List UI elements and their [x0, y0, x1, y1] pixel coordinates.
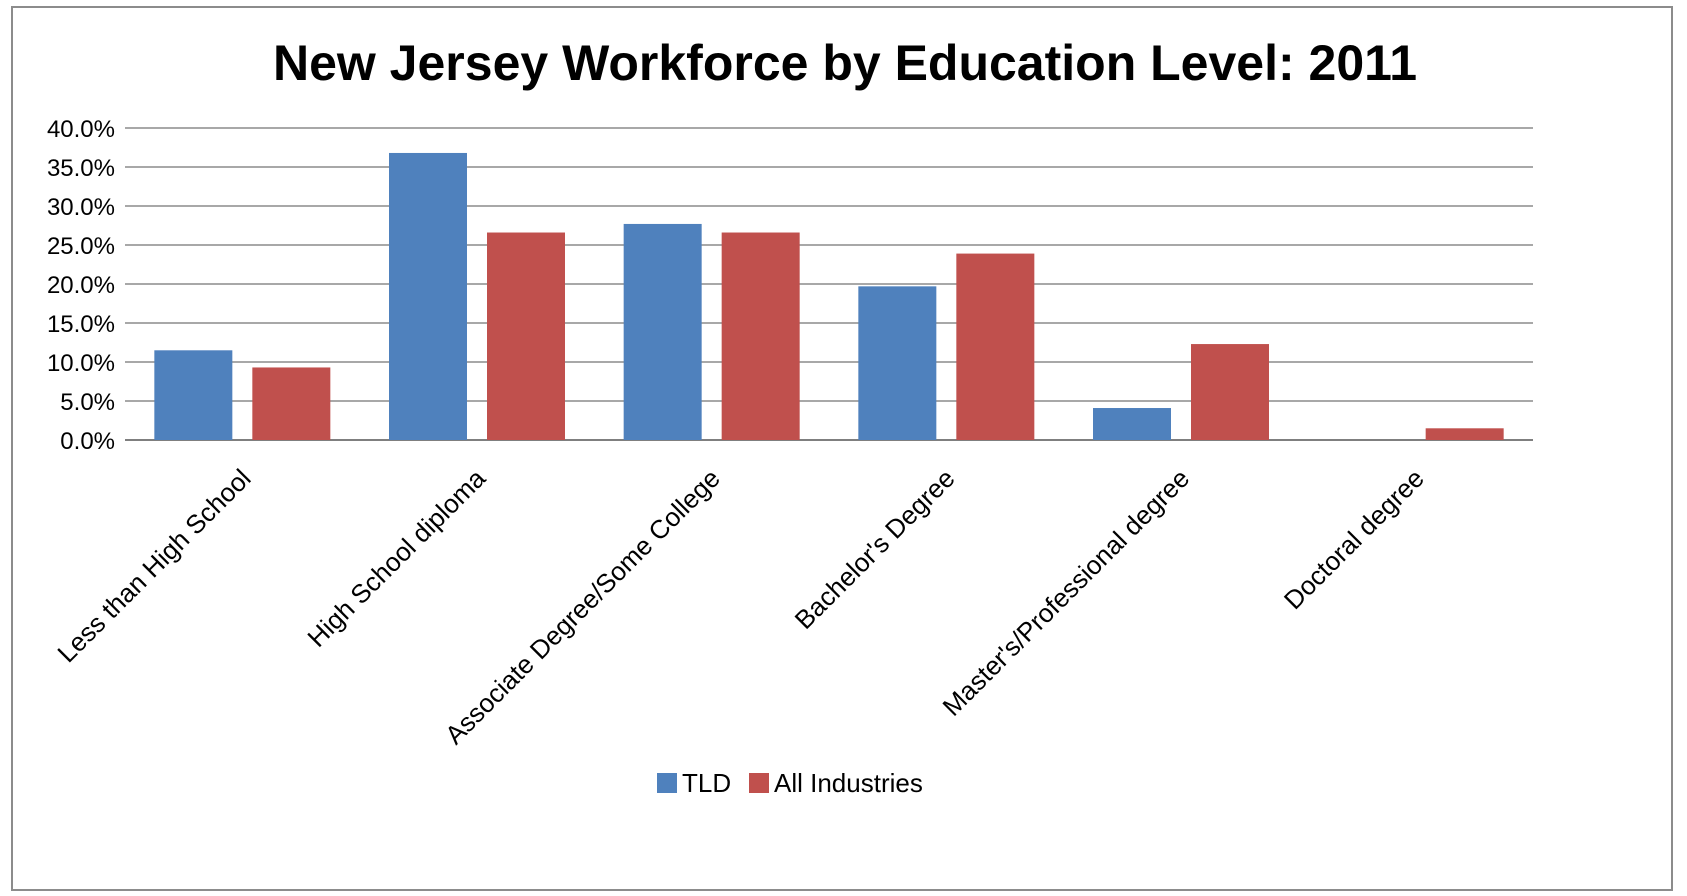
y-axis-tick-labels: 0.0% 5.0% 10.0% 15.0% 20.0% 25.0% 30.0% 35.0% 40…	[47, 116, 115, 455]
bar-tld-4	[1093, 408, 1171, 440]
y-tick-label: 35.0%	[47, 155, 115, 182]
bar-tld-0	[154, 350, 233, 440]
chart-frame: New Jersey Workforce by Education Level:…	[11, 6, 1673, 891]
bar-tld-1	[389, 152, 467, 440]
bar-tld-3	[858, 286, 937, 440]
bar-all-industries-2	[721, 232, 800, 440]
bar-all-industries-1	[487, 232, 565, 440]
y-tick-label: 40.0%	[47, 116, 115, 143]
gridlines	[125, 127, 1533, 441]
chart-svg: New Jersey Workforce by Education Level:…	[47, 35, 1533, 798]
y-tick-label: 5.0%	[60, 389, 115, 416]
y-tick-label: 10.0%	[47, 350, 115, 377]
x-category-label: Doctoral degree	[1278, 463, 1430, 615]
x-category-label: High School diploma	[301, 463, 491, 653]
x-axis-category-labels: Less than High School High School diploma…	[51, 463, 1430, 750]
y-tick-label: 0.0%	[60, 428, 115, 455]
chart-title: New Jersey Workforce by Education Level:…	[273, 35, 1417, 91]
x-category-label: Master's/Professional degree	[937, 463, 1196, 722]
legend-label: TLD	[682, 768, 731, 798]
y-tick-label: 30.0%	[47, 194, 115, 221]
bar-tld-2	[623, 223, 702, 440]
bar-all-industries-4	[1191, 344, 1269, 440]
bar-all-industries-0	[252, 367, 331, 440]
legend-label: All Industries	[774, 768, 923, 798]
y-tick-label: 25.0%	[47, 233, 115, 260]
bars	[154, 152, 1504, 440]
legend-swatch	[749, 773, 769, 793]
y-tick-label: 15.0%	[47, 311, 115, 338]
legend: TLD All Industries	[657, 768, 923, 798]
x-category-label: Bachelor's Degree	[789, 463, 961, 635]
bar-all-industries-3	[956, 253, 1035, 440]
y-tick-label: 20.0%	[47, 272, 115, 299]
bar-all-industries-5	[1425, 428, 1504, 440]
legend-swatch	[657, 773, 677, 793]
x-category-label: Associate Degree/Some College	[439, 463, 726, 750]
x-category-label: Less than High School	[51, 463, 256, 668]
